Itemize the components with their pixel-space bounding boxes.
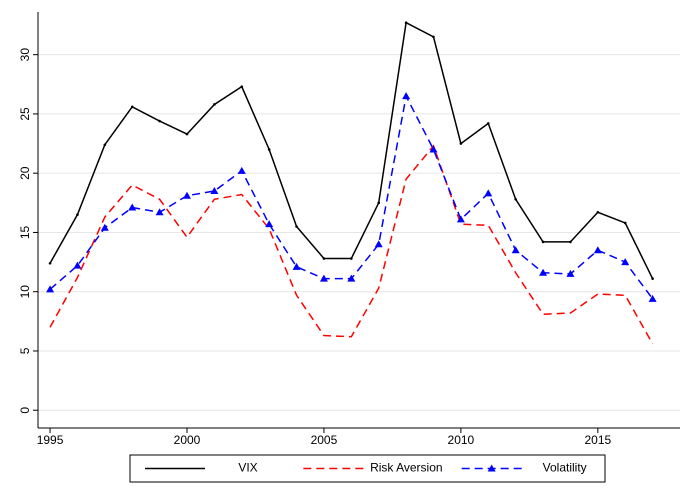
marker	[486, 122, 490, 125]
marker	[623, 221, 627, 225]
marker	[185, 132, 189, 136]
marker	[566, 269, 575, 277]
y-tick-label: 30	[18, 48, 32, 62]
marker	[514, 197, 517, 201]
legend-label: VIX	[238, 461, 257, 475]
x-tick-label: 1995	[37, 433, 64, 447]
marker	[429, 145, 438, 153]
marker	[459, 142, 463, 145]
marker	[46, 285, 55, 293]
marker	[648, 294, 657, 302]
marker	[237, 166, 246, 174]
marker	[432, 35, 435, 39]
x-tick-label: 2015	[584, 433, 611, 447]
marker	[155, 208, 164, 216]
legend-label: Volatility	[543, 461, 587, 475]
y-tick-label: 20	[18, 166, 32, 180]
marker	[76, 213, 79, 216]
marker	[322, 257, 326, 260]
y-tick-label: 0	[18, 407, 32, 414]
y-tick-label: 5	[18, 347, 32, 354]
y-tick-label: 10	[18, 285, 32, 299]
marker	[484, 189, 493, 197]
y-tick-label: 15	[18, 225, 32, 239]
marker	[158, 119, 161, 123]
marker	[295, 225, 298, 228]
legend-label: Risk Aversion	[370, 461, 442, 475]
marker	[240, 85, 244, 88]
y-tick-label: 25	[18, 107, 32, 121]
marker	[541, 240, 545, 244]
x-tick-label: 2000	[174, 433, 201, 447]
marker	[539, 268, 548, 276]
marker	[210, 186, 219, 194]
series-line	[49, 93, 654, 300]
x-tick-label: 2010	[448, 433, 475, 447]
marker	[374, 240, 383, 248]
legend-box	[129, 454, 606, 483]
marker	[402, 92, 411, 100]
series-line	[49, 21, 654, 279]
marker	[265, 220, 274, 228]
marker	[267, 148, 271, 151]
marker	[651, 277, 654, 280]
legend-marker	[487, 464, 496, 472]
marker	[128, 203, 137, 211]
marker	[456, 215, 465, 223]
marker	[103, 143, 107, 147]
series-line	[49, 144, 654, 345]
marker	[404, 21, 408, 24]
marker	[350, 257, 353, 260]
marker	[377, 201, 381, 205]
marker	[596, 210, 600, 214]
marker	[347, 274, 356, 282]
marker	[511, 246, 520, 254]
marker	[593, 246, 602, 254]
marker	[569, 240, 572, 244]
marker	[213, 103, 216, 106]
marker	[621, 258, 630, 266]
marker	[130, 105, 134, 109]
marker	[48, 261, 52, 265]
marker	[100, 223, 109, 231]
x-tick-label: 2005	[311, 433, 338, 447]
marker	[319, 274, 328, 282]
marker	[182, 191, 191, 199]
marker	[73, 261, 82, 269]
marker	[292, 262, 301, 270]
